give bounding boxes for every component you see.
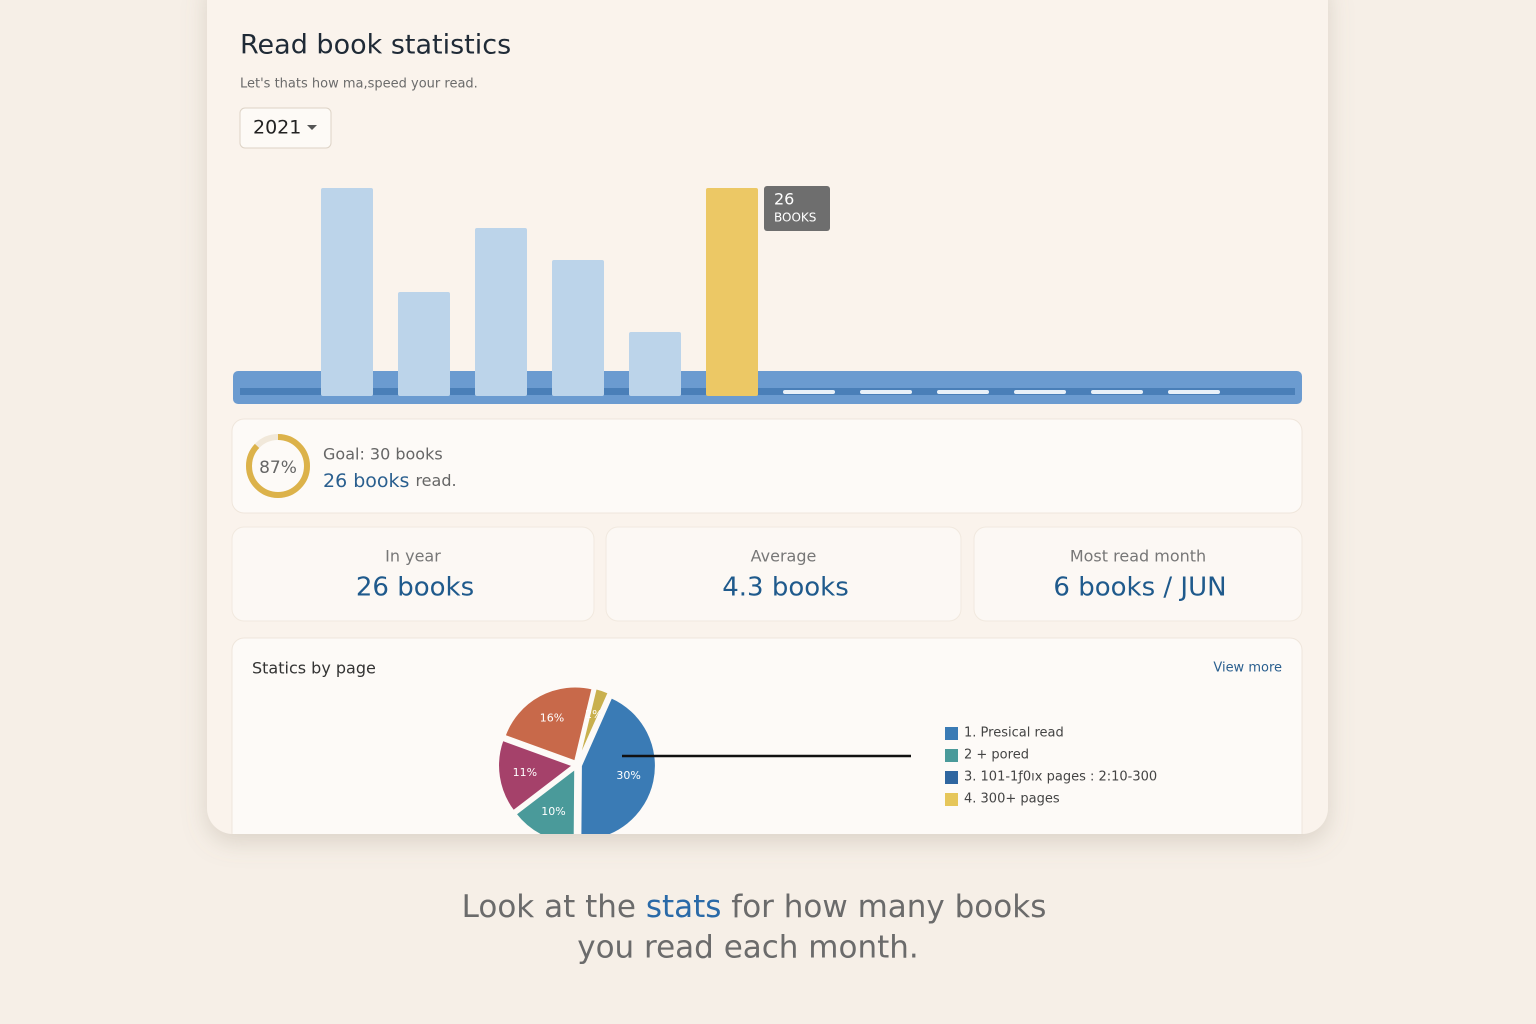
stat-value: 6 books / JUN [1053,573,1226,603]
pie-label: 10% [541,805,565,818]
title: Read book statistics [240,30,511,61]
legend-label: 2 + pored [964,748,1029,763]
footer-highlight: stats [646,889,722,925]
bar [475,228,527,396]
legend-label: 4. 300+ pages [964,792,1060,807]
pie-label: 16% [540,712,564,725]
legend-label: 1. Presical read [964,726,1064,741]
footer-line1: Look at the stats for how many books [462,889,1047,925]
footer-line2: you read each month. [577,930,919,966]
stat-value: 26 books [356,573,474,603]
legend-swatch [945,749,958,762]
empty-month [783,390,835,394]
stat-card [231,526,595,622]
legend-swatch [945,793,958,806]
footer-text: Look at the [462,889,646,925]
pie-slice [577,687,611,762]
stat-card [605,526,962,622]
empty-month [1091,390,1143,394]
pie-slice [579,695,657,834]
dropdown-caret [307,125,317,130]
legend-swatch [945,771,958,784]
legend-swatch [945,727,958,740]
tooltip-unit: BOOKS [774,211,816,225]
subtitle: Let's thats how ma,speed your read. [240,77,478,92]
empty-month [860,390,912,394]
chart-track-line [240,388,1295,395]
bar [552,260,604,396]
pie-label: 2% [585,708,602,721]
bar [629,332,681,396]
view-more[interactable]: View more [1213,661,1282,676]
chart-track [233,371,1302,404]
goal-label: Goal: 30 books [323,445,443,464]
goal-percent: 87% [259,458,297,478]
pie-label: 30% [616,769,640,782]
goal-read: 26 books read. [323,470,457,492]
bar [321,188,373,396]
page-stats-card [231,637,1303,834]
footer-text: for how many books [721,889,1046,925]
stat-label: Most read month [1070,547,1206,566]
bar [398,292,450,396]
year-value: 2021 [253,117,301,139]
pie-slice [514,766,577,834]
pie-title: Statics by page [252,659,376,678]
year-dropdown[interactable] [239,107,332,149]
legend-label: 3. 101-1ƒ0ıx pages : 2:10-300 [964,770,1157,785]
goal-card [231,418,1303,514]
main-card [207,0,1328,834]
pie-slice [497,738,576,813]
stat-label: In year [385,547,441,566]
empty-month [937,390,989,394]
read-suffix: read. [415,471,456,490]
stat-label: Average [751,547,817,566]
pie-slice [503,685,594,763]
stat-value: 4.3 books [722,573,849,603]
pie-label: 11% [513,766,537,779]
read-count: 26 books [323,470,409,492]
goal-ring [246,434,310,498]
empty-month [1168,390,1220,394]
tooltip-value: 26 [774,190,794,209]
bar [706,188,758,396]
tooltip [764,186,830,231]
empty-month [1014,390,1066,394]
stat-card [973,526,1303,622]
